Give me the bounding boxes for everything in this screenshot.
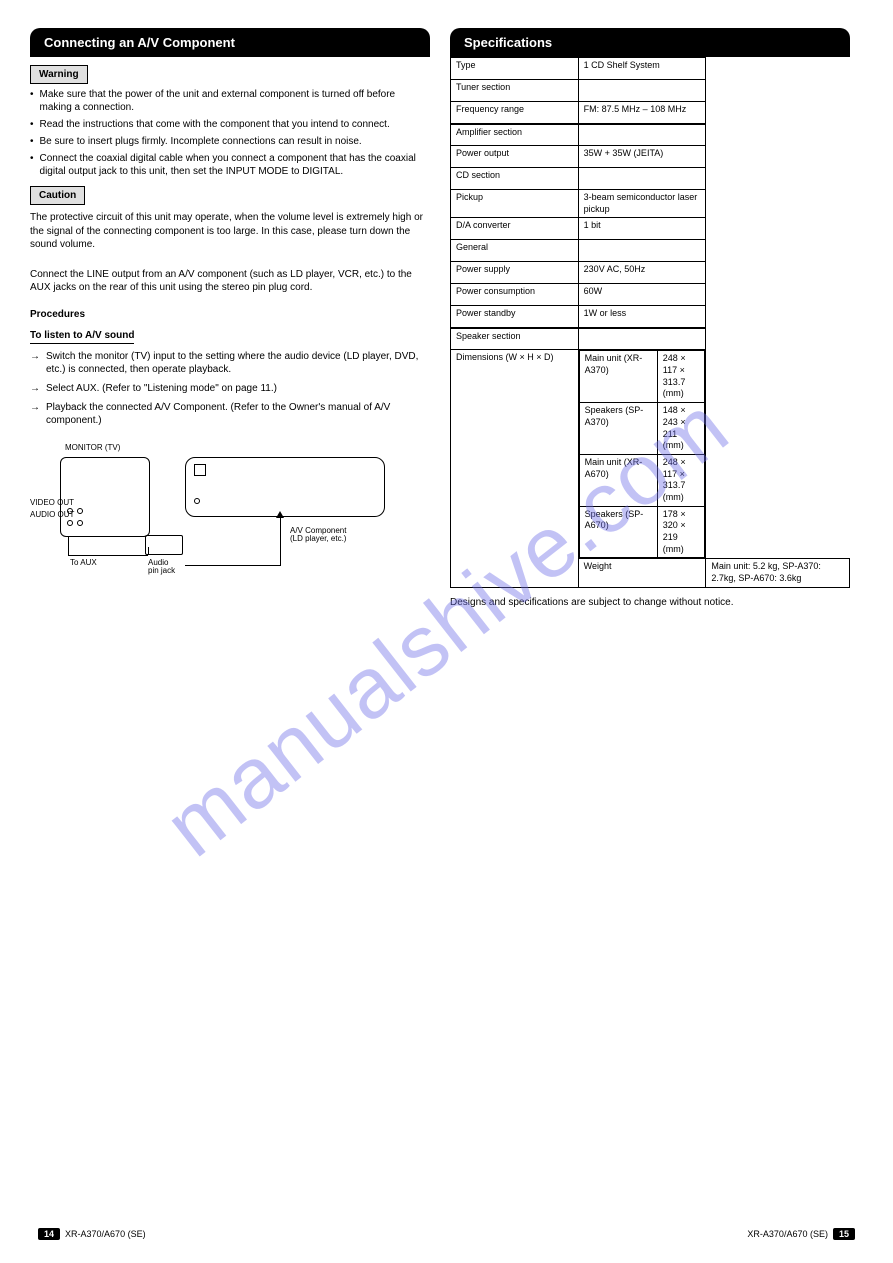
spec-label: Pickup bbox=[451, 190, 579, 218]
left-column: Connecting an A/V Component Warning •Mak… bbox=[30, 28, 430, 609]
warning-bullet-text: Make sure that the power of the unit and… bbox=[40, 88, 430, 114]
table-row: Power output35W + 35W (JEITA) bbox=[451, 146, 850, 168]
spec-value bbox=[578, 124, 706, 146]
warning-bullet-text: Read the instructions that come with the… bbox=[40, 118, 390, 131]
spec-value: 1 CD Shelf System bbox=[578, 58, 706, 80]
procedure-step: →Switch the monitor (TV) input to the se… bbox=[30, 350, 430, 376]
procedure-step-text: Select AUX. (Refer to "Listening mode" o… bbox=[46, 382, 277, 395]
warning-badge: Warning bbox=[30, 65, 88, 84]
dim-item: Speakers (SP-A670) bbox=[579, 506, 657, 558]
dim-value: 148 × 243 × 211 (mm) bbox=[657, 403, 705, 455]
table-row: Speaker section bbox=[451, 328, 850, 350]
warning-bullet: •Be sure to insert plugs firmly. Incompl… bbox=[30, 135, 430, 148]
dim-item: Main unit (XR-A670) bbox=[579, 454, 657, 506]
diagram-jack-label: Audio pin jack bbox=[148, 559, 175, 577]
caution-text: The protective circuit of this unit may … bbox=[30, 211, 430, 252]
footer-left: 14 XR-A370/A670 (SE) bbox=[38, 1229, 146, 1239]
warning-bullet: •Connect the coaxial digital cable when … bbox=[30, 152, 430, 178]
procedure-step: →Playback the connected A/V Component. (… bbox=[30, 401, 430, 427]
spec-value: 1W or less bbox=[578, 306, 706, 328]
warning-bullet: •Make sure that the power of the unit an… bbox=[30, 88, 430, 114]
spec-value: 3-beam semiconductor laser pickup bbox=[578, 190, 706, 218]
footer-right: XR-A370/A670 (SE) 15 bbox=[747, 1229, 855, 1239]
model-note-left: XR-A370/A670 (SE) bbox=[65, 1229, 146, 1239]
spec-label: Power consumption bbox=[451, 284, 579, 306]
caution-badge: Caution bbox=[30, 186, 85, 205]
procedures-underline: To listen to A/V sound bbox=[30, 330, 134, 344]
table-row: Power consumption60W bbox=[451, 284, 850, 306]
diagram-ac-label: A/V Component (LD player, etc.) bbox=[290, 527, 346, 545]
table-row: Pickup3-beam semiconductor laser pickup bbox=[451, 190, 850, 218]
warning-bullet-text: Connect the coaxial digital cable when y… bbox=[40, 152, 430, 178]
dimensions-label: Dimensions (W × H × D) bbox=[451, 350, 579, 587]
spec-value bbox=[578, 240, 706, 262]
page-number-right: 15 bbox=[833, 1228, 855, 1240]
right-column: Specifications Type1 CD Shelf System Tun… bbox=[450, 28, 850, 609]
spec-value: 1 bit bbox=[578, 218, 706, 240]
diagram-av-component bbox=[185, 457, 385, 517]
table-row: Tuner section bbox=[451, 80, 850, 102]
sub-para: Connect the LINE output from an A/V comp… bbox=[30, 268, 430, 295]
spec-label: Weight bbox=[578, 559, 706, 587]
model-note-right: XR-A370/A670 (SE) bbox=[747, 1229, 828, 1239]
spec-label: Power standby bbox=[451, 306, 579, 328]
spec-value: 35W + 35W (JEITA) bbox=[578, 146, 706, 168]
spec-value: 60W bbox=[578, 284, 706, 306]
dim-value: 248 × 117 × 313.7 (mm) bbox=[657, 351, 705, 403]
spec-label: Frequency range bbox=[451, 102, 579, 124]
procedure-step-text: Switch the monitor (TV) input to the set… bbox=[46, 350, 430, 376]
table-row: Power supply230V AC, 50Hz bbox=[451, 262, 850, 284]
page-footer: 14 XR-A370/A670 (SE) XR-A370/A670 (SE) 1… bbox=[0, 1229, 893, 1239]
spec-label: D/A converter bbox=[451, 218, 579, 240]
spec-label: Power supply bbox=[451, 262, 579, 284]
dim-item: Speakers (SP-A370) bbox=[579, 403, 657, 455]
diagram-tv-label: MONITOR (TV) bbox=[65, 444, 120, 453]
spec-value bbox=[578, 80, 706, 102]
dim-value: 178 × 320 × 219 (mm) bbox=[657, 506, 705, 558]
spec-label: General bbox=[451, 240, 579, 262]
spec-label: Power output bbox=[451, 146, 579, 168]
spec-value bbox=[578, 168, 706, 190]
table-row: General bbox=[451, 240, 850, 262]
table-row: Amplifier section bbox=[451, 124, 850, 146]
spec-value bbox=[578, 328, 706, 350]
dim-item: Main unit (XR-A370) bbox=[579, 351, 657, 403]
left-header: Connecting an A/V Component bbox=[30, 28, 430, 57]
spec-value: FM: 87.5 MHz – 108 MHz bbox=[578, 102, 706, 124]
diagram-aux-label: To AUX bbox=[70, 559, 97, 568]
diagram-tv: MONITOR (TV) bbox=[60, 457, 150, 537]
connection-diagram: MONITOR (TV) VIDEO OUT AUDIO bbox=[30, 447, 430, 577]
spec-label: Type bbox=[451, 58, 579, 80]
right-header: Specifications bbox=[450, 28, 850, 57]
spec-value: 230V AC, 50Hz bbox=[578, 262, 706, 284]
table-row: D/A converter1 bit bbox=[451, 218, 850, 240]
diagram-port-label: VIDEO OUT bbox=[30, 499, 74, 508]
disclaimer-text: Designs and specifications are subject t… bbox=[450, 596, 850, 610]
table-row: Type1 CD Shelf System bbox=[451, 58, 850, 80]
spec-label: CD section bbox=[451, 168, 579, 190]
procedure-step: →Select AUX. (Refer to "Listening mode" … bbox=[30, 382, 430, 395]
table-row: Frequency rangeFM: 87.5 MHz – 108 MHz bbox=[451, 102, 850, 124]
procedure-step-text: Playback the connected A/V Component. (R… bbox=[46, 401, 430, 427]
page-number-left: 14 bbox=[38, 1228, 60, 1240]
spec-label: Amplifier section bbox=[451, 124, 579, 146]
diagram-jack bbox=[145, 535, 183, 555]
table-row: Power standby1W or less bbox=[451, 306, 850, 328]
dim-value: 248 × 117 × 313.7 (mm) bbox=[657, 454, 705, 506]
specifications-table: Type1 CD Shelf System Tuner section Freq… bbox=[450, 57, 850, 588]
table-row: CD section bbox=[451, 168, 850, 190]
spec-value: Main unit: 5.2 kg, SP-A370: 2.7kg, SP-A6… bbox=[706, 559, 850, 587]
warning-bullet-text: Be sure to insert plugs firmly. Incomple… bbox=[40, 135, 362, 148]
spec-label: Speaker section bbox=[451, 328, 579, 350]
warning-bullet: •Read the instructions that come with th… bbox=[30, 118, 430, 131]
table-row: Dimensions (W × H × D) Main unit (XR-A37… bbox=[451, 350, 850, 559]
procedures-heading: Procedures bbox=[30, 309, 430, 320]
diagram-port-label: AUDIO OUT bbox=[30, 511, 74, 520]
spec-label: Tuner section bbox=[451, 80, 579, 102]
